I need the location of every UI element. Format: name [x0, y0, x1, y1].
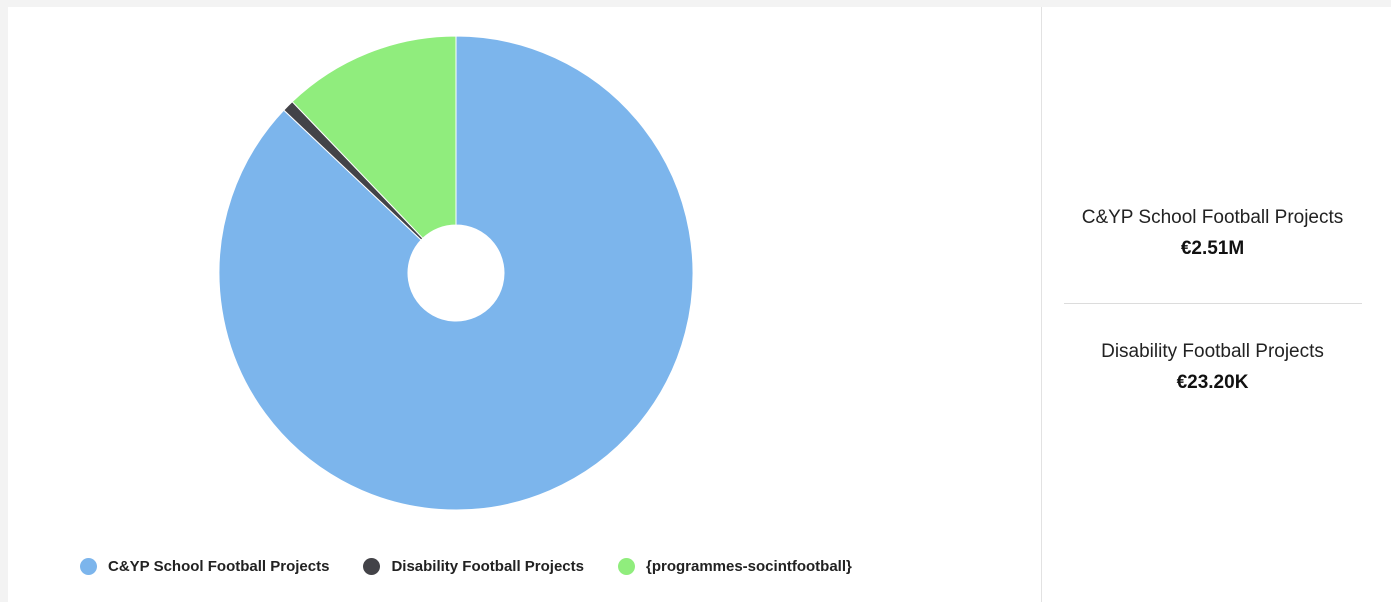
donut-chart	[218, 35, 694, 511]
stat-value: €2.51M	[1180, 238, 1245, 259]
legend-label: {programmes-socintfootball}	[645, 557, 852, 575]
legend-item-cyp-school-football[interactable]: C&YP School Football Projects	[80, 557, 330, 575]
summary-panel: C&YP School Football Projects €2.51M Dis…	[1042, 7, 1391, 602]
chart-legend: C&YP School Football Projects Disability…	[80, 555, 886, 577]
stat-label: C&YP School Football Projects	[1081, 207, 1344, 228]
legend-item-socintfootball[interactable]: {programmes-socintfootball}	[617, 557, 852, 575]
legend-swatch-icon	[363, 557, 381, 575]
vertical-divider	[1041, 7, 1042, 602]
pie-slice-1[interactable]	[218, 35, 694, 511]
legend-label: Disability Football Projects	[391, 557, 584, 575]
stat-value: €23.20K	[1176, 372, 1249, 393]
legend-label: C&YP School Football Projects	[108, 557, 330, 575]
summary-stat-cyp: C&YP School Football Projects €2.51M	[1042, 206, 1383, 262]
horizontal-divider	[1064, 303, 1362, 304]
summary-stat-disability: Disability Football Projects €23.20K	[1042, 340, 1383, 396]
legend-item-disability-football[interactable]: Disability Football Projects	[363, 557, 584, 575]
stat-label: Disability Football Projects	[1101, 341, 1324, 362]
pie-slice-3[interactable]	[291, 35, 457, 240]
chart-card: C&YP School Football Projects Disability…	[8, 7, 1391, 602]
chart-area: C&YP School Football Projects Disability…	[8, 7, 1041, 602]
legend-swatch-icon	[80, 557, 97, 575]
legend-swatch-icon	[617, 557, 635, 575]
